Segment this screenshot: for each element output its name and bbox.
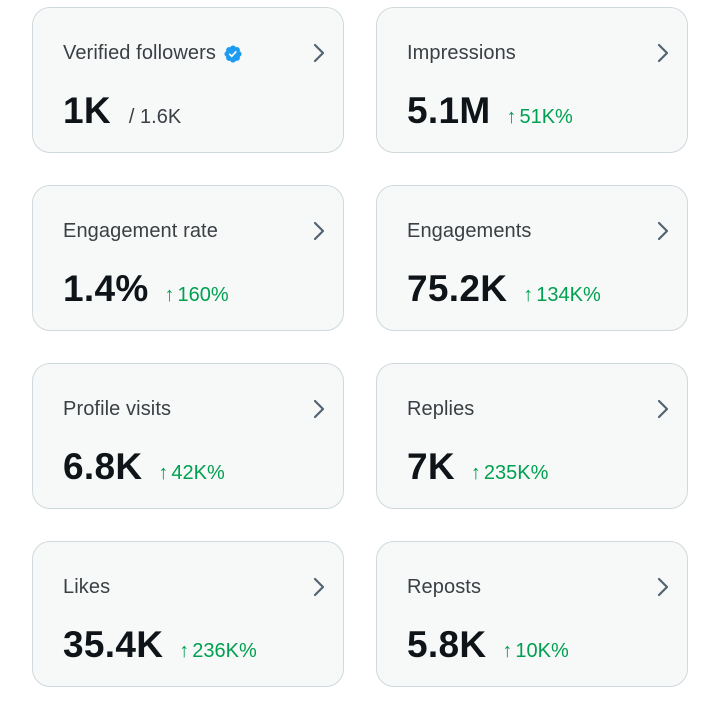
metric-value-row: 6.8K ↑ 42K%: [63, 446, 225, 488]
chevron-right-icon: [311, 220, 327, 242]
metric-change-value: 42K%: [171, 462, 225, 484]
card-title: Likes: [63, 576, 111, 598]
metric-change-value: 134K%: [536, 284, 601, 306]
likes-card[interactable]: Likes 35.4K ↑ 236K%: [32, 541, 344, 687]
metric-value-row: 1K / 1.6K: [63, 90, 181, 132]
chevron-right-icon: [311, 576, 327, 598]
engagement-rate-card[interactable]: Engagement rate 1.4% ↑ 160%: [32, 185, 344, 331]
metric-value-row: 5.8K ↑ 10K%: [407, 624, 569, 666]
impressions-card[interactable]: Impressions 5.1M ↑ 51K%: [376, 7, 688, 153]
metric-value-row: 75.2K ↑ 134K%: [407, 268, 601, 310]
chevron-right-icon: [655, 220, 671, 242]
arrow-up-icon: ↑: [164, 284, 175, 306]
metric-change: ↑ 235K%: [471, 462, 549, 485]
arrow-up-icon: ↑: [158, 462, 169, 484]
metric-value: 5.8K: [407, 624, 487, 665]
metric-value: 1K: [63, 90, 111, 131]
card-title: Profile visits: [63, 398, 172, 420]
metric-change-value: 51K%: [519, 106, 573, 128]
metric-value: 75.2K: [407, 268, 508, 309]
chevron-right-icon: [311, 398, 327, 420]
metric-change-value: 10K%: [515, 640, 569, 662]
metric-change: ↑ 160%: [165, 284, 229, 307]
card-title-label: Verified followers: [63, 42, 216, 64]
metric-change: ↑ 51K%: [506, 106, 572, 129]
arrow-up-icon: ↑: [506, 106, 517, 128]
metric-change: ↑ 134K%: [523, 284, 601, 307]
metric-value: 5.1M: [407, 90, 491, 131]
metric-value-row: 1.4% ↑ 160%: [63, 268, 229, 310]
chevron-right-icon: [311, 42, 327, 64]
arrow-up-icon: ↑: [502, 640, 513, 662]
metric-value: 7K: [407, 446, 455, 487]
arrow-up-icon: ↑: [470, 462, 481, 484]
metric-change-value: 160%: [177, 284, 229, 306]
chevron-right-icon: [655, 576, 671, 598]
chevron-right-icon: [655, 398, 671, 420]
metric-change-value: 236K%: [192, 640, 257, 662]
chevron-right-icon: [655, 42, 671, 64]
replies-card[interactable]: Replies 7K ↑ 235K%: [376, 363, 688, 509]
metric-value-row: 5.1M ↑ 51K%: [407, 90, 573, 132]
reposts-card[interactable]: Reposts 5.8K ↑ 10K%: [376, 541, 688, 687]
metric-total: / 1.6K: [128, 106, 182, 128]
profile-visits-card[interactable]: Profile visits 6.8K ↑ 42K%: [32, 363, 344, 509]
metric-change-value: 235K%: [483, 462, 549, 484]
metric-change: ↑ 236K%: [179, 640, 257, 663]
metric-value: 35.4K: [63, 624, 164, 665]
card-title: Replies: [407, 398, 475, 420]
arrow-up-icon: ↑: [523, 284, 534, 306]
metric-change: ↑ 42K%: [158, 462, 224, 485]
card-title: Engagements: [407, 220, 532, 242]
verified-followers-card[interactable]: Verified followers 1K / 1.6K: [32, 7, 344, 153]
metric-change: ↑ 10K%: [502, 640, 568, 663]
card-title: Engagement rate: [63, 220, 218, 242]
verified-badge-icon: [223, 44, 243, 64]
metric-value-row: 35.4K ↑ 236K%: [63, 624, 257, 666]
metric-value-row: 7K ↑ 235K%: [407, 446, 548, 488]
card-title: Reposts: [407, 576, 482, 598]
metric-value: 1.4%: [63, 268, 149, 309]
metric-value: 6.8K: [63, 446, 143, 487]
arrow-up-icon: ↑: [179, 640, 190, 662]
card-title: Verified followers: [63, 42, 243, 65]
card-title: Impressions: [407, 42, 516, 64]
engagements-card[interactable]: Engagements 75.2K ↑ 134K%: [376, 185, 688, 331]
